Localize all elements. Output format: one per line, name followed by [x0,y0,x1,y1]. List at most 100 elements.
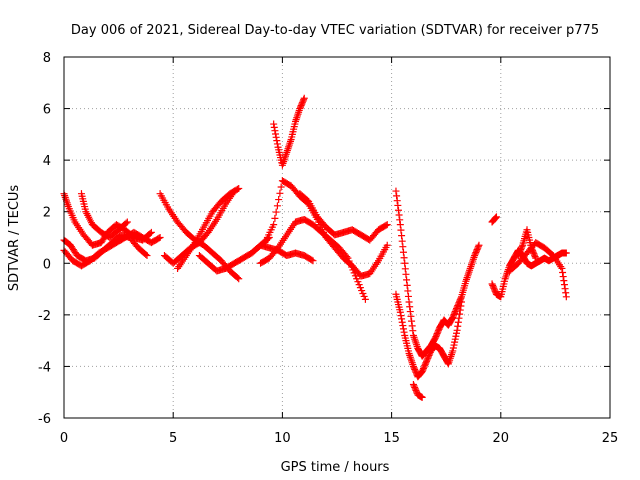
x-tick-label: 5 [169,431,177,446]
data-point [457,298,465,306]
data-point [433,331,441,339]
data-point [396,216,404,224]
data-point [490,284,498,292]
data-point [426,350,434,358]
series-arc-3 [60,228,164,270]
data-point [297,102,305,110]
data-point [404,292,412,300]
series-arc-4 [77,190,131,241]
data-point [451,335,459,343]
data-point [406,303,414,311]
data-point [398,232,406,240]
data-point [404,287,412,295]
data-point [272,133,280,141]
data-point [451,308,459,316]
data-point [393,192,401,200]
data-point [425,351,433,359]
plot-frame [63,56,611,419]
data-point [408,322,416,330]
data-point [346,260,354,268]
data-point [411,385,419,393]
series-arc-12 [248,241,317,265]
series-arc-5 [156,190,243,283]
data-point [472,247,480,255]
data-point [421,362,429,370]
data-point [424,354,432,362]
data-point [276,189,284,197]
data-point [453,326,461,334]
series-arc-18 [488,246,570,301]
data-point [434,327,442,335]
chart-title: Day 006 of 2021, Sidereal Day-to-day VTE… [71,23,599,38]
data-point [298,100,306,108]
data-point [411,367,419,375]
data-point [235,275,243,283]
data-point [299,97,307,105]
series-arc-2 [60,190,155,249]
data-point [456,306,464,314]
x-axis-label: GPS time / hours [281,460,390,475]
data-point [471,252,479,260]
data-point [406,308,414,316]
data-point [475,241,483,249]
x-tick-label: 25 [602,431,619,446]
series-arc-9 [270,94,308,169]
data-point [418,393,426,401]
series-arc-15 [392,290,465,381]
data-point [146,229,154,237]
data-point [558,264,566,272]
series-arc-17 [488,213,500,226]
data-point [350,269,358,277]
data-point [383,241,391,249]
data-point [271,127,279,135]
y-tick-label: 8 [43,51,51,66]
data-point [272,130,280,138]
y-tick-label: 2 [43,206,51,221]
data-point [383,221,391,229]
data-point [424,353,432,361]
data-point [457,294,465,302]
data-point [431,334,439,342]
data-point [449,347,457,355]
data-point [515,250,523,258]
y-tick-label: -2 [38,309,51,324]
data-point [491,214,499,222]
data-point [529,247,537,255]
data-point [451,338,459,346]
data-point [456,310,464,318]
data-point [473,246,481,254]
data-point [401,259,409,267]
data-point [452,332,460,340]
data-points [60,94,570,401]
data-point [412,386,420,394]
data-point [394,206,402,214]
data-point [408,317,416,325]
data-point [345,257,353,265]
data-point [423,357,431,365]
data-point [409,380,417,388]
data-point [296,103,304,111]
data-point [142,250,150,258]
data-point [358,287,366,295]
data-point [359,289,367,297]
data-point [488,280,496,288]
data-point [474,244,482,252]
x-tick-label: 15 [383,431,400,446]
data-point [353,275,361,283]
data-point [271,214,279,222]
series-arc-20 [514,226,540,262]
data-point [395,211,403,219]
data-point [273,140,281,148]
data-point [296,105,304,113]
data-point [394,201,402,209]
data-point [398,315,406,323]
data-point [559,273,567,281]
data-point [272,208,280,216]
data-point [399,322,407,330]
data-point [560,281,568,289]
data-point [298,99,306,107]
data-point [419,366,427,374]
data-point [489,283,497,291]
data-point [400,254,408,262]
data-point [419,365,427,373]
